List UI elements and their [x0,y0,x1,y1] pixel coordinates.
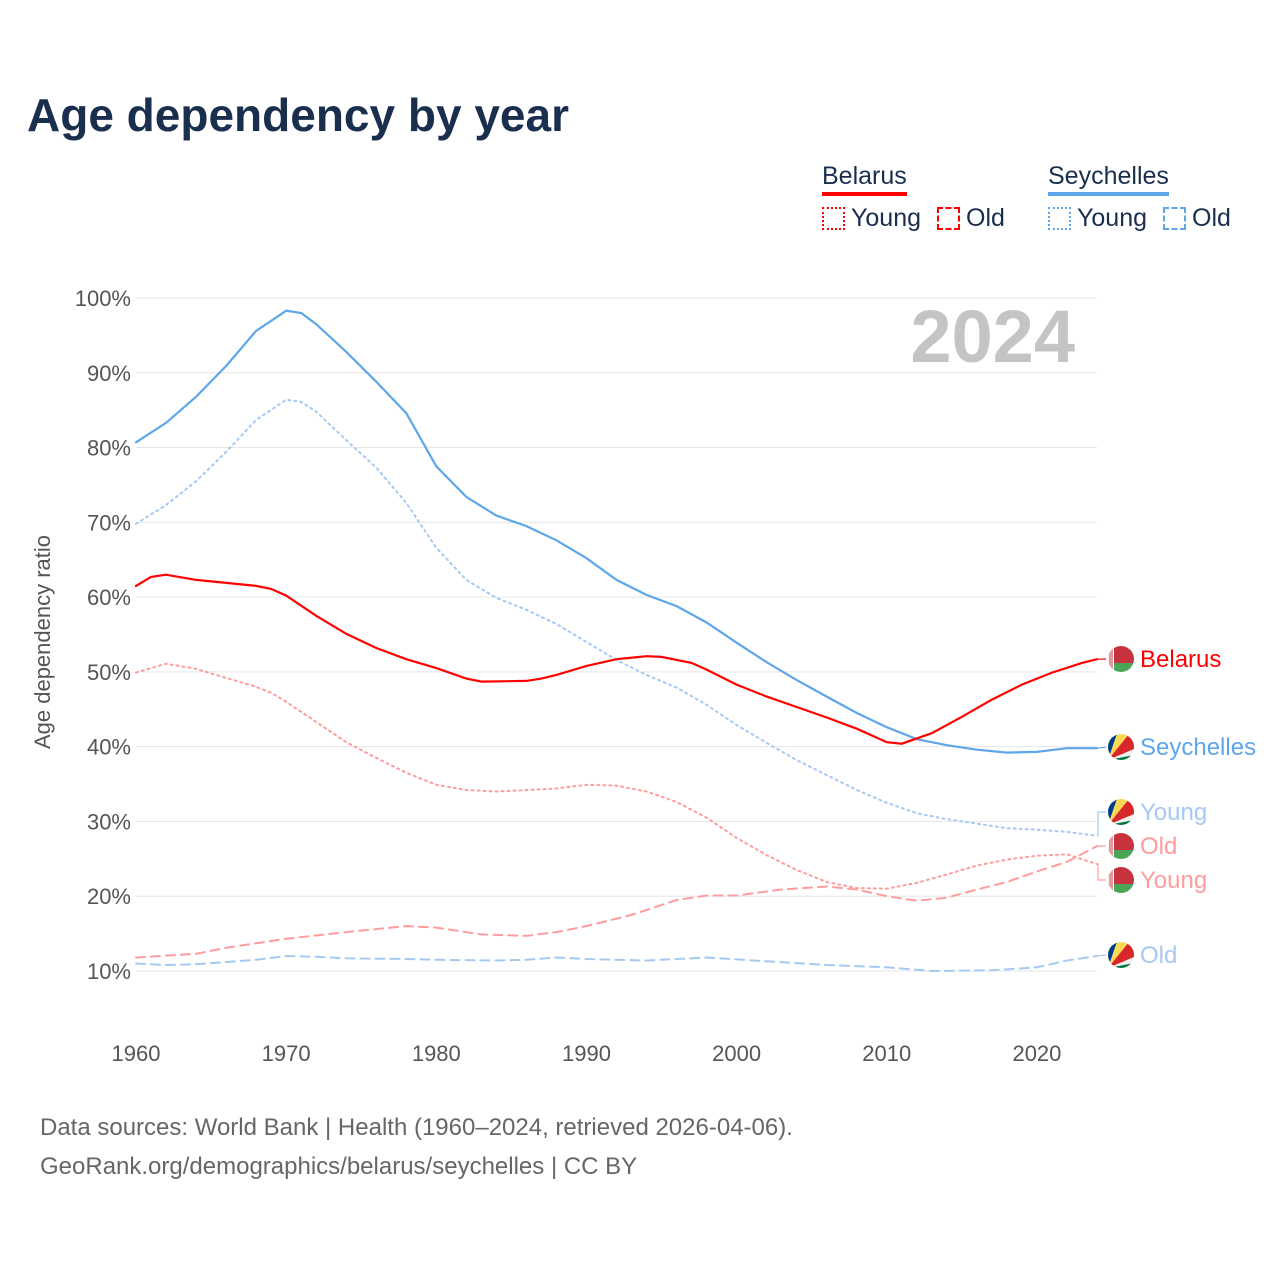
y-tick-label: 60% [87,585,131,610]
chart-title: Age dependency by year [27,89,569,141]
y-axis-label: Age dependency ratio [30,535,55,749]
legend-seychelles-title[interactable]: Seychelles [1048,162,1169,196]
y-tick-label: 20% [87,884,131,909]
series-line-seychelles-young[interactable] [135,398,1098,837]
legend-seychelles-old[interactable]: Old [1192,204,1231,232]
series-line-belarus-old[interactable] [135,845,1098,959]
end-label[interactable]: Old [1140,942,1177,969]
y-tick-label: 40% [87,735,131,760]
x-tick-label: 2010 [862,1041,911,1066]
x-tick-label: 1980 [412,1041,461,1066]
leader-line [1097,863,1106,881]
y-tick-label: 100% [75,286,131,311]
series-line-belarus[interactable] [134,573,1099,745]
belarus-flag-icon [1108,867,1134,893]
seychelles-flag-icon [1108,942,1134,968]
footer-link[interactable]: GeoRank.org/demographics/belarus/seychel… [40,1153,638,1180]
end-label[interactable]: Seychelles [1140,734,1256,761]
legend-dotted-swatch [822,207,845,230]
seychelles-flag-icon [1108,734,1134,760]
leader-line [1097,811,1106,837]
series-line-seychelles[interactable] [134,309,1099,754]
end-label[interactable]: Belarus [1140,646,1221,673]
leader-line [1096,746,1107,749]
end-label[interactable]: Old [1140,833,1177,860]
footer-sources: Data sources: World Bank | Health (1960–… [40,1114,793,1141]
x-tick-label: 2000 [712,1041,761,1066]
legend-dashed-swatch [937,207,960,230]
end-label[interactable]: Young [1140,799,1207,826]
seychelles-flag-icon [1108,799,1134,825]
y-tick-label: 70% [87,510,131,535]
belarus-flag-icon [1108,833,1134,859]
year-watermark: 2024 [910,295,1075,378]
legend-belarus-title[interactable]: Belarus [822,162,907,196]
leader-line [1096,954,1107,957]
x-tick-label: 1970 [262,1041,311,1066]
legend-seychelles-young[interactable]: Young [1077,204,1147,232]
y-tick-label: 50% [87,660,131,685]
belarus-flag-icon [1108,646,1134,672]
legend-seychelles[interactable]: Seychelles Young Old [1048,162,1247,233]
legend-dashed-swatch [1163,207,1186,230]
x-tick-label: 1960 [112,1041,161,1066]
y-tick-label: 80% [87,436,131,461]
y-tick-label: 10% [87,959,131,984]
legend-belarus[interactable]: Belarus Young Old [822,162,1021,233]
series-line-seychelles-old[interactable] [135,954,1098,973]
x-tick-label: 1990 [562,1041,611,1066]
y-tick-label: 30% [87,809,131,834]
series-line-belarus-young[interactable] [135,662,1098,890]
footer: Data sources: World Bank | Health (1960–… [40,1108,793,1186]
legend-belarus-old[interactable]: Old [966,204,1005,232]
y-tick-label: 90% [87,361,131,386]
legend-belarus-young[interactable]: Young [851,204,921,232]
legend-dotted-swatch [1048,207,1071,230]
end-label[interactable]: Young [1140,867,1207,894]
x-tick-label: 2020 [1012,1041,1061,1066]
